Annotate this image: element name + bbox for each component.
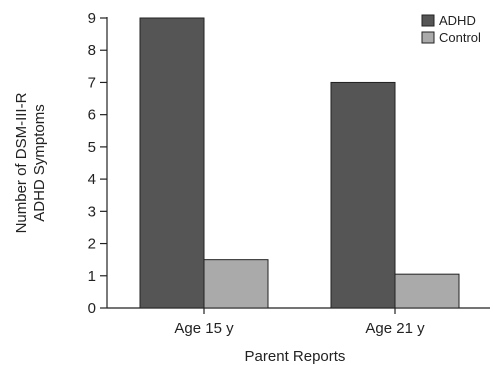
y-tick-label: 2 <box>88 236 96 253</box>
y-tick-label: 6 <box>88 107 96 124</box>
y-axis-label-line-1: Number of DSM-III-R <box>13 92 30 233</box>
y-tick-label: 8 <box>88 42 96 59</box>
x-tick-label: Age 21 y <box>365 320 425 337</box>
bar-control-1 <box>203 259 269 309</box>
x-tick-label: Age 15 y <box>174 320 234 337</box>
legend-swatch-control <box>421 31 435 44</box>
legend-label-adhd: ADHD <box>439 13 476 28</box>
legend-swatch-adhd <box>421 14 435 27</box>
y-tick-label: 4 <box>88 171 96 188</box>
bar-adhd-1 <box>139 17 205 309</box>
legend-label-control: Control <box>439 30 481 45</box>
y-tick-label: 0 <box>88 300 96 317</box>
y-tick-label: 7 <box>88 74 96 91</box>
bars <box>139 17 460 309</box>
y-tick-label: 3 <box>88 203 96 220</box>
legend: ADHD Control <box>421 13 481 45</box>
y-axis-label-line-2: ADHD Symptoms <box>31 104 48 222</box>
y-tick-label: 9 <box>88 10 96 27</box>
bar-adhd-2 <box>330 81 396 309</box>
x-axis-label: Parent Reports <box>245 348 346 365</box>
y-tick-label: 5 <box>88 139 96 156</box>
y-tick-label: 1 <box>88 268 96 285</box>
y-axis-label: Number of DSM-III-R ADHD Symptoms <box>13 92 48 233</box>
bar-control-2 <box>394 273 460 309</box>
